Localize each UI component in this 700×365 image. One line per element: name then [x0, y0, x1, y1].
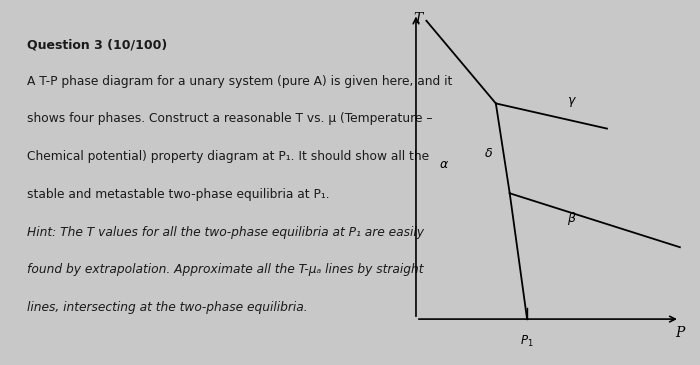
Text: $\gamma$: $\gamma$ [567, 95, 577, 109]
Text: A T-P phase diagram for a unary system (pure A) is given here, and it: A T-P phase diagram for a unary system (… [27, 75, 452, 88]
Text: Hint: The T values for all the two-phase equilibria at P₁ are easily: Hint: The T values for all the two-phase… [27, 226, 424, 239]
Text: $P_1$: $P_1$ [520, 334, 534, 349]
Text: stable and metastable two-phase equilibria at P₁.: stable and metastable two-phase equilibr… [27, 188, 330, 201]
Text: found by extrapolation. Approximate all the T-μₐ lines by straight: found by extrapolation. Approximate all … [27, 264, 424, 276]
Text: T: T [414, 12, 423, 26]
Text: P: P [676, 326, 685, 341]
Text: lines, intersecting at the two-phase equilibria.: lines, intersecting at the two-phase equ… [27, 301, 308, 314]
Text: shows four phases. Construct a reasonable T vs. μ (Temperature –: shows four phases. Construct a reasonabl… [27, 112, 433, 126]
Text: $\delta$: $\delta$ [484, 147, 494, 160]
Text: $\alpha$: $\alpha$ [439, 158, 449, 171]
Text: $\beta$: $\beta$ [568, 210, 577, 227]
Text: Question 3 (10/100): Question 3 (10/100) [27, 39, 167, 52]
Text: Chemical potential) property diagram at P₁. It should show all the: Chemical potential) property diagram at … [27, 150, 429, 163]
